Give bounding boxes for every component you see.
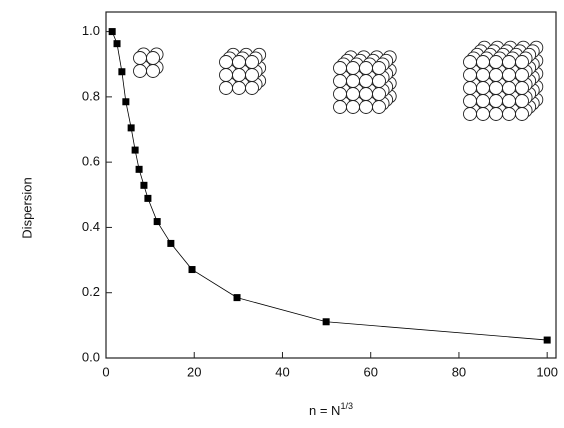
atom xyxy=(232,81,246,95)
data-point xyxy=(122,98,130,106)
atom xyxy=(346,100,360,114)
atom xyxy=(219,81,233,95)
atom xyxy=(502,107,516,121)
data-point xyxy=(233,294,241,302)
atom xyxy=(463,55,477,69)
atom xyxy=(346,87,360,101)
plot-frame xyxy=(105,11,557,359)
atom xyxy=(146,64,160,78)
atom xyxy=(489,94,503,108)
atom xyxy=(476,55,490,69)
atom xyxy=(515,55,529,69)
atom xyxy=(245,55,259,69)
data-point xyxy=(167,239,175,247)
atom xyxy=(232,55,246,69)
atom xyxy=(489,55,503,69)
data-point xyxy=(113,40,121,48)
atom xyxy=(219,68,233,82)
x-axis-label-main: n = N xyxy=(309,403,340,418)
atom xyxy=(359,74,373,88)
data-point xyxy=(118,68,126,76)
data-point xyxy=(131,146,139,154)
atom xyxy=(333,61,347,75)
data-point xyxy=(127,124,135,132)
atom xyxy=(333,87,347,101)
atom xyxy=(502,68,516,82)
atom xyxy=(476,94,490,108)
atom xyxy=(476,68,490,82)
atom xyxy=(515,107,529,121)
atom xyxy=(372,87,386,101)
atom xyxy=(463,68,477,82)
atom xyxy=(133,51,147,65)
data-point xyxy=(135,165,143,173)
data-point xyxy=(188,266,196,274)
atom xyxy=(219,55,233,69)
x-tick-label: 80 xyxy=(452,364,466,379)
data-point xyxy=(543,336,551,344)
x-tick-label: 20 xyxy=(187,364,201,379)
atom xyxy=(146,51,160,65)
atom xyxy=(489,107,503,121)
atom xyxy=(372,61,386,75)
y-tick-label: 0.8 xyxy=(82,88,100,103)
atom xyxy=(463,94,477,108)
atom xyxy=(372,100,386,114)
data-point xyxy=(144,194,152,202)
x-tick-label: 60 xyxy=(363,364,377,379)
atom xyxy=(232,68,246,82)
atom xyxy=(133,64,147,78)
atom xyxy=(463,81,477,95)
atom xyxy=(245,81,259,95)
y-axis-label: Dispersion xyxy=(19,177,34,238)
atom xyxy=(515,68,529,82)
atom xyxy=(346,74,360,88)
atom xyxy=(372,74,386,88)
atom xyxy=(502,81,516,95)
atom xyxy=(359,61,373,75)
atom xyxy=(515,81,529,95)
atom xyxy=(333,100,347,114)
atom xyxy=(346,61,360,75)
x-tick-label: 40 xyxy=(275,364,289,379)
atom xyxy=(502,55,516,69)
atom xyxy=(333,74,347,88)
atom xyxy=(359,87,373,101)
atom xyxy=(476,81,490,95)
atom xyxy=(359,100,373,114)
data-point xyxy=(140,181,148,189)
data-point xyxy=(322,318,330,326)
x-tick-label: 0 xyxy=(102,364,109,379)
x-axis-label-superscript: 1/3 xyxy=(340,401,353,411)
y-tick-label: 0.4 xyxy=(82,219,100,234)
atom xyxy=(463,107,477,121)
y-tick-label: 0.6 xyxy=(82,154,100,169)
y-tick-label: 1.0 xyxy=(82,23,100,38)
data-point xyxy=(108,28,116,36)
y-tick-label: 0.0 xyxy=(82,349,100,364)
cube-illustrations xyxy=(133,40,544,121)
atom xyxy=(245,68,259,82)
atom xyxy=(489,81,503,95)
y-tick-label: 0.2 xyxy=(82,284,100,299)
atom xyxy=(476,107,490,121)
x-axis-label: n = N1/3 xyxy=(309,401,353,418)
atom xyxy=(489,68,503,82)
data-point xyxy=(153,218,161,226)
atom xyxy=(515,94,529,108)
atom xyxy=(502,94,516,108)
x-tick-label: 100 xyxy=(536,364,558,379)
